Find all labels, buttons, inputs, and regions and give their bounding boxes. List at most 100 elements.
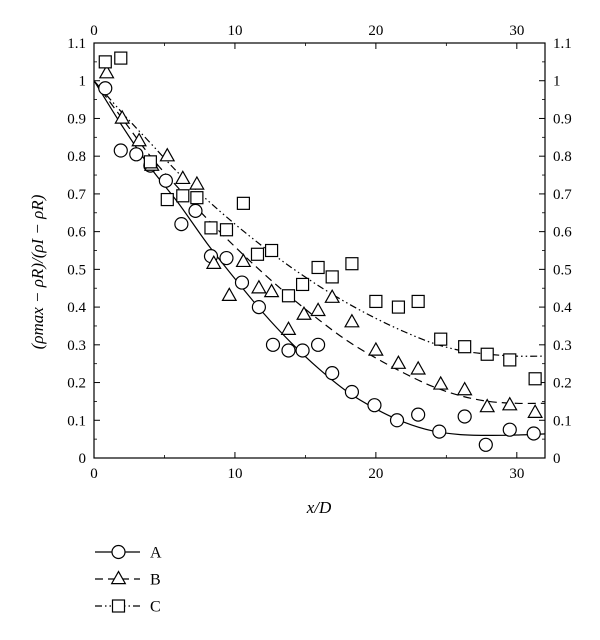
y-tick-label-right: 0.3 [553, 338, 572, 354]
series-c-point [325, 270, 339, 284]
series-c-point [236, 196, 250, 210]
plot-frame [93, 42, 546, 459]
y-tick-label-right: 0 [553, 451, 561, 467]
series-b-point [263, 283, 280, 298]
y-tick-label-right: 0.7 [553, 187, 572, 203]
series-c-point [345, 257, 359, 271]
y-tick-label-right: 1 [553, 74, 561, 90]
series-b-point [344, 313, 360, 328]
series-b-point [205, 255, 222, 269]
y-tick-label-left: 0.3 [67, 338, 86, 354]
y-tick-label-left: 0.6 [67, 225, 86, 241]
series-b-point [114, 109, 131, 124]
series-a-point [344, 384, 360, 400]
series-b-point [235, 253, 252, 268]
y-tick-label-left: 0.2 [67, 376, 86, 392]
y-tick-label-left: 0.1 [67, 413, 86, 429]
series-a-point [526, 426, 541, 441]
series-c-point [528, 372, 542, 386]
legend-c-label: C [150, 599, 161, 616]
series-c-point [295, 277, 310, 292]
series-c-point [176, 189, 190, 203]
series-c-point [143, 155, 157, 169]
series-a-point [113, 143, 128, 158]
x-tick-label-top: 20 [368, 23, 383, 39]
series-c-point [503, 353, 517, 367]
series-b-point [131, 132, 147, 147]
series-b-point [174, 170, 191, 185]
series-c-point [311, 260, 325, 275]
x-tick-label-bottom: 30 [509, 466, 524, 482]
series-c-point [160, 192, 174, 207]
series-b-point [527, 404, 543, 418]
series-a-point [219, 250, 234, 266]
y-axis-title: (ρmax − ρR)/(ρI − ρR) [28, 194, 47, 349]
legend-b-marker [110, 570, 127, 585]
series-c-point [391, 300, 406, 314]
series-b-point [296, 305, 312, 320]
y-tick-label-right: 0.5 [553, 262, 572, 278]
series-a-point [265, 337, 281, 352]
series-a-point [129, 147, 144, 162]
series-c-point [190, 191, 204, 205]
series-b-point [501, 396, 518, 411]
series-a-point [325, 366, 340, 381]
series-a-curve [93, 80, 546, 436]
x-axis-title: x/D [306, 498, 332, 517]
y-tick-label-left: 0.7 [67, 187, 86, 203]
y-tick-label-right: 1.1 [553, 36, 572, 52]
series-c-point [281, 289, 296, 303]
series-a-point [502, 422, 517, 437]
y-tick-label-right: 0.1 [553, 413, 572, 429]
y-tick-label-left: 0.5 [67, 262, 86, 278]
series-b-point [456, 381, 473, 396]
series-c-point [411, 294, 425, 309]
x-tick-label-bottom: 20 [368, 466, 383, 482]
series-c-curve [93, 80, 546, 357]
y-tick-label-left: 0.8 [67, 149, 86, 165]
series-a-point [281, 343, 296, 358]
y-tick-label-left: 0.9 [67, 111, 86, 127]
series-b-point [251, 279, 267, 294]
series-a-point [367, 398, 382, 413]
legend: ABC [95, 545, 162, 616]
fit-curves [93, 80, 546, 436]
y-tick-label-left: 1 [79, 74, 87, 90]
series-a-point [234, 275, 250, 290]
series-c-point [264, 243, 279, 258]
series-c-point [480, 347, 494, 361]
series-a-point [389, 413, 405, 428]
series-a-point [411, 407, 426, 422]
x-tick-label-top: 0 [90, 23, 98, 39]
series-a-point [310, 337, 326, 352]
series-b-point [221, 287, 238, 302]
x-tick-label-bottom: 0 [90, 466, 98, 482]
legend-b-label: B [150, 572, 161, 589]
series-a-point [174, 216, 189, 232]
legend-a-marker [111, 544, 126, 560]
y-tick-label-right: 0.4 [553, 300, 572, 316]
x-tick-label-bottom: 10 [227, 466, 242, 482]
series-c-point [458, 340, 472, 354]
series-b-point [280, 321, 297, 335]
series-a-point [432, 424, 447, 439]
series-c-point [250, 247, 265, 261]
axes: 0 00.1 0.10.2 0.20.3 0.30.4 0.40.5 0.50.6 0.60.… [67, 23, 572, 482]
series-c-point [204, 221, 218, 235]
y-tick-label-right: 0.8 [553, 149, 572, 165]
x-tick-label-top: 30 [509, 23, 524, 39]
series-b-point [410, 360, 427, 375]
y-tick-label-right: 0.9 [553, 111, 572, 127]
series-a-point [295, 343, 310, 358]
x-tick-label-top: 10 [227, 23, 242, 39]
series-c-point [219, 223, 234, 237]
series-a-point [478, 437, 493, 452]
series-c-point [434, 332, 448, 346]
series-c-point [114, 51, 128, 65]
series-b-point [98, 64, 115, 79]
y-tick-label-right: 0.2 [553, 376, 572, 392]
y-tick-label-right: 0.6 [553, 225, 572, 241]
axis-labels: x/D (ρmax − ρR)/(ρI − ρR) [28, 194, 332, 517]
series-b-point [390, 354, 407, 369]
